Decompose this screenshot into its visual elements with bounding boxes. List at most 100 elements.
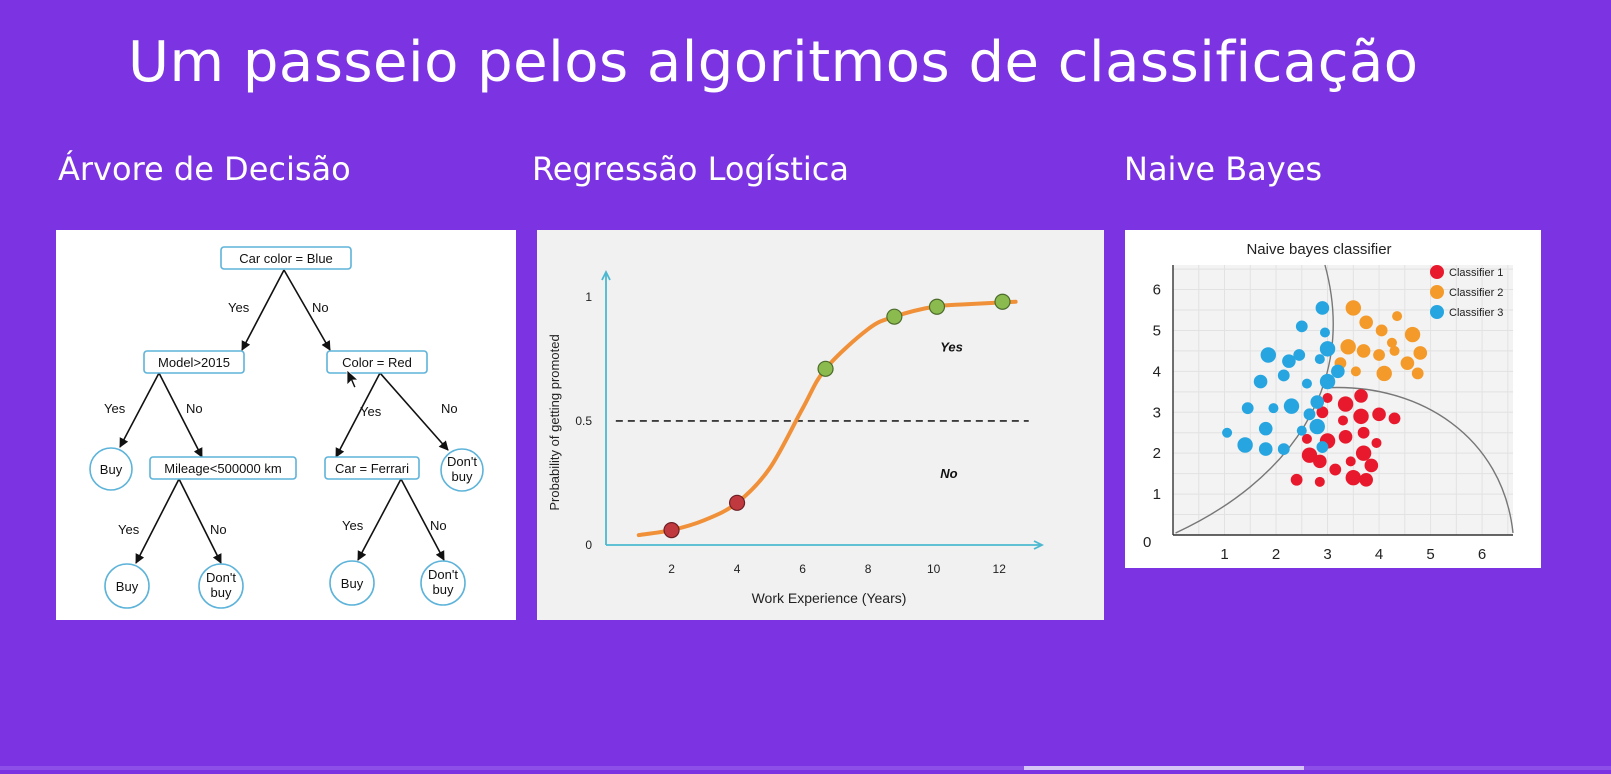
leaf-buy-2-label: Buy bbox=[116, 579, 139, 594]
point-classifier-1 bbox=[1388, 412, 1401, 425]
point-classifier-1 bbox=[1355, 445, 1372, 461]
leaf-buy-3-circle bbox=[329, 560, 375, 606]
point-classifier-3 bbox=[1237, 437, 1253, 453]
point-classifier-1 bbox=[1359, 472, 1373, 487]
point-classifier-3 bbox=[1296, 425, 1307, 436]
edge-ferrari-dontbuy bbox=[400, 478, 445, 561]
leaf-dontbuy-2-circle bbox=[198, 563, 244, 609]
y-axis-arrow bbox=[601, 269, 611, 281]
presentation-progress-bar[interactable] bbox=[0, 766, 1611, 770]
origin-label: 0 bbox=[1143, 534, 1151, 551]
y-tick-label: 6 bbox=[1153, 282, 1161, 299]
point-classifier-3 bbox=[1258, 442, 1273, 456]
edge-mileage-buy bbox=[135, 478, 180, 564]
point-classifier-2 bbox=[1375, 324, 1388, 337]
point-classifier-1 bbox=[1345, 456, 1356, 467]
section-title-naive-bayes: Naive Bayes bbox=[1124, 150, 1323, 188]
x-tick-label: 1 bbox=[1220, 546, 1228, 563]
chart-title: Naive bayes classifier bbox=[1246, 241, 1391, 258]
point-classifier-3 bbox=[1315, 301, 1330, 315]
point-classifier-3 bbox=[1241, 402, 1254, 415]
point-classifier-2 bbox=[1359, 315, 1373, 330]
point-classifier-1 bbox=[1354, 389, 1368, 403]
sigmoid-curve bbox=[636, 299, 1018, 538]
annotation-yes: Yes bbox=[940, 339, 963, 354]
leaf-buy-2-circle bbox=[104, 563, 150, 609]
edge-model-mileage bbox=[158, 372, 203, 458]
point-classifier-2 bbox=[1373, 349, 1385, 361]
node-model-box bbox=[143, 350, 245, 374]
y-tick-label: 2 bbox=[1153, 445, 1161, 462]
x-tick-label: 10 bbox=[927, 562, 941, 576]
annotation-no: No bbox=[940, 466, 957, 481]
point-classifier-3 bbox=[1319, 341, 1336, 357]
leaf-dontbuy-3-circle bbox=[420, 560, 466, 606]
point-yes bbox=[817, 360, 834, 377]
leaf-dontbuy-3-label-line1: Don't bbox=[428, 567, 458, 582]
label-no: No bbox=[186, 401, 203, 416]
slide-title: Um passeio pelos algoritmos de classific… bbox=[128, 30, 1419, 95]
leaf-dontbuy-2-label-line1: Don't bbox=[206, 570, 236, 585]
leaf-dontbuy-1-circle bbox=[440, 448, 484, 492]
point-classifier-2 bbox=[1356, 344, 1371, 358]
label-no: No bbox=[430, 518, 447, 533]
node-ferrari-box bbox=[324, 456, 420, 480]
legend-label: Classifier 3 bbox=[1449, 307, 1503, 319]
x-tick-label: 8 bbox=[865, 562, 872, 576]
point-classifier-1 bbox=[1357, 426, 1370, 439]
point-classifier-1 bbox=[1301, 433, 1312, 444]
node-color-label: Color = Red bbox=[342, 355, 412, 370]
leaf-dontbuy-3-label-line2: buy bbox=[433, 582, 454, 597]
label-yes: Yes bbox=[118, 522, 140, 537]
point-classifier-3 bbox=[1277, 443, 1290, 455]
x-tick-label: 4 bbox=[734, 562, 741, 576]
section-title-decision-tree: Árvore de Decisão bbox=[58, 150, 351, 188]
point-classifier-3 bbox=[1293, 349, 1306, 361]
node-root-label: Car color = Blue bbox=[239, 251, 333, 266]
progress-scrubber[interactable] bbox=[1024, 766, 1304, 770]
section-title-logistic-regression: Regressão Logística bbox=[532, 150, 849, 188]
point-classifier-3 bbox=[1253, 374, 1268, 389]
y-axis-label: Probability of getting promoted bbox=[547, 334, 562, 510]
naive-bayes-panel: 1 2 3 4 5 6 1 2 3 4 5 6 0 Classifier 1 Classifier 2 Cl… bbox=[1125, 230, 1541, 568]
point-classifier-3 bbox=[1283, 398, 1300, 414]
node-color-box bbox=[326, 350, 428, 374]
point-classifier-3 bbox=[1309, 418, 1325, 435]
edge-model-buy bbox=[119, 372, 160, 448]
edge-color-dontbuy bbox=[379, 372, 449, 451]
edge-ferrari-buy bbox=[357, 478, 402, 561]
legend-swatch bbox=[1430, 265, 1444, 279]
point-no bbox=[663, 522, 680, 539]
label-no: No bbox=[210, 522, 227, 537]
node-ferrari-label: Car = Ferrari bbox=[335, 461, 409, 476]
edge-mileage-dontbuy bbox=[178, 478, 222, 564]
point-classifier-2 bbox=[1413, 346, 1428, 360]
point-classifier-1 bbox=[1301, 447, 1318, 463]
x-tick-label: 12 bbox=[993, 562, 1007, 576]
point-classifier-2 bbox=[1340, 339, 1356, 355]
point-classifier-3 bbox=[1319, 373, 1336, 390]
point-classifier-3 bbox=[1310, 395, 1325, 409]
node-mileage-label: Mileage<500000 km bbox=[164, 461, 281, 476]
point-classifier-2 bbox=[1345, 300, 1362, 316]
y-tick-label: 4 bbox=[1153, 363, 1161, 380]
point-classifier-1 bbox=[1364, 458, 1379, 473]
point-classifier-2 bbox=[1386, 337, 1397, 348]
point-yes bbox=[886, 308, 903, 325]
label-yes: Yes bbox=[228, 300, 250, 315]
leaf-buy-3-label: Buy bbox=[341, 576, 364, 591]
point-classifier-2 bbox=[1404, 326, 1421, 343]
y-tick-label: 0.5 bbox=[575, 414, 592, 428]
point-classifier-2 bbox=[1411, 367, 1424, 380]
node-root-box bbox=[220, 246, 352, 270]
label-yes: Yes bbox=[104, 401, 126, 416]
point-yes bbox=[928, 298, 946, 315]
point-classifier-1 bbox=[1314, 476, 1325, 487]
y-tick-label: 1 bbox=[585, 290, 592, 304]
point-classifier-1 bbox=[1329, 463, 1342, 476]
point-yes bbox=[994, 293, 1011, 310]
edge-root-model bbox=[241, 269, 285, 351]
point-classifier-3 bbox=[1303, 408, 1316, 421]
decision-boundary bbox=[1175, 264, 1334, 534]
point-classifier-3 bbox=[1260, 347, 1277, 363]
